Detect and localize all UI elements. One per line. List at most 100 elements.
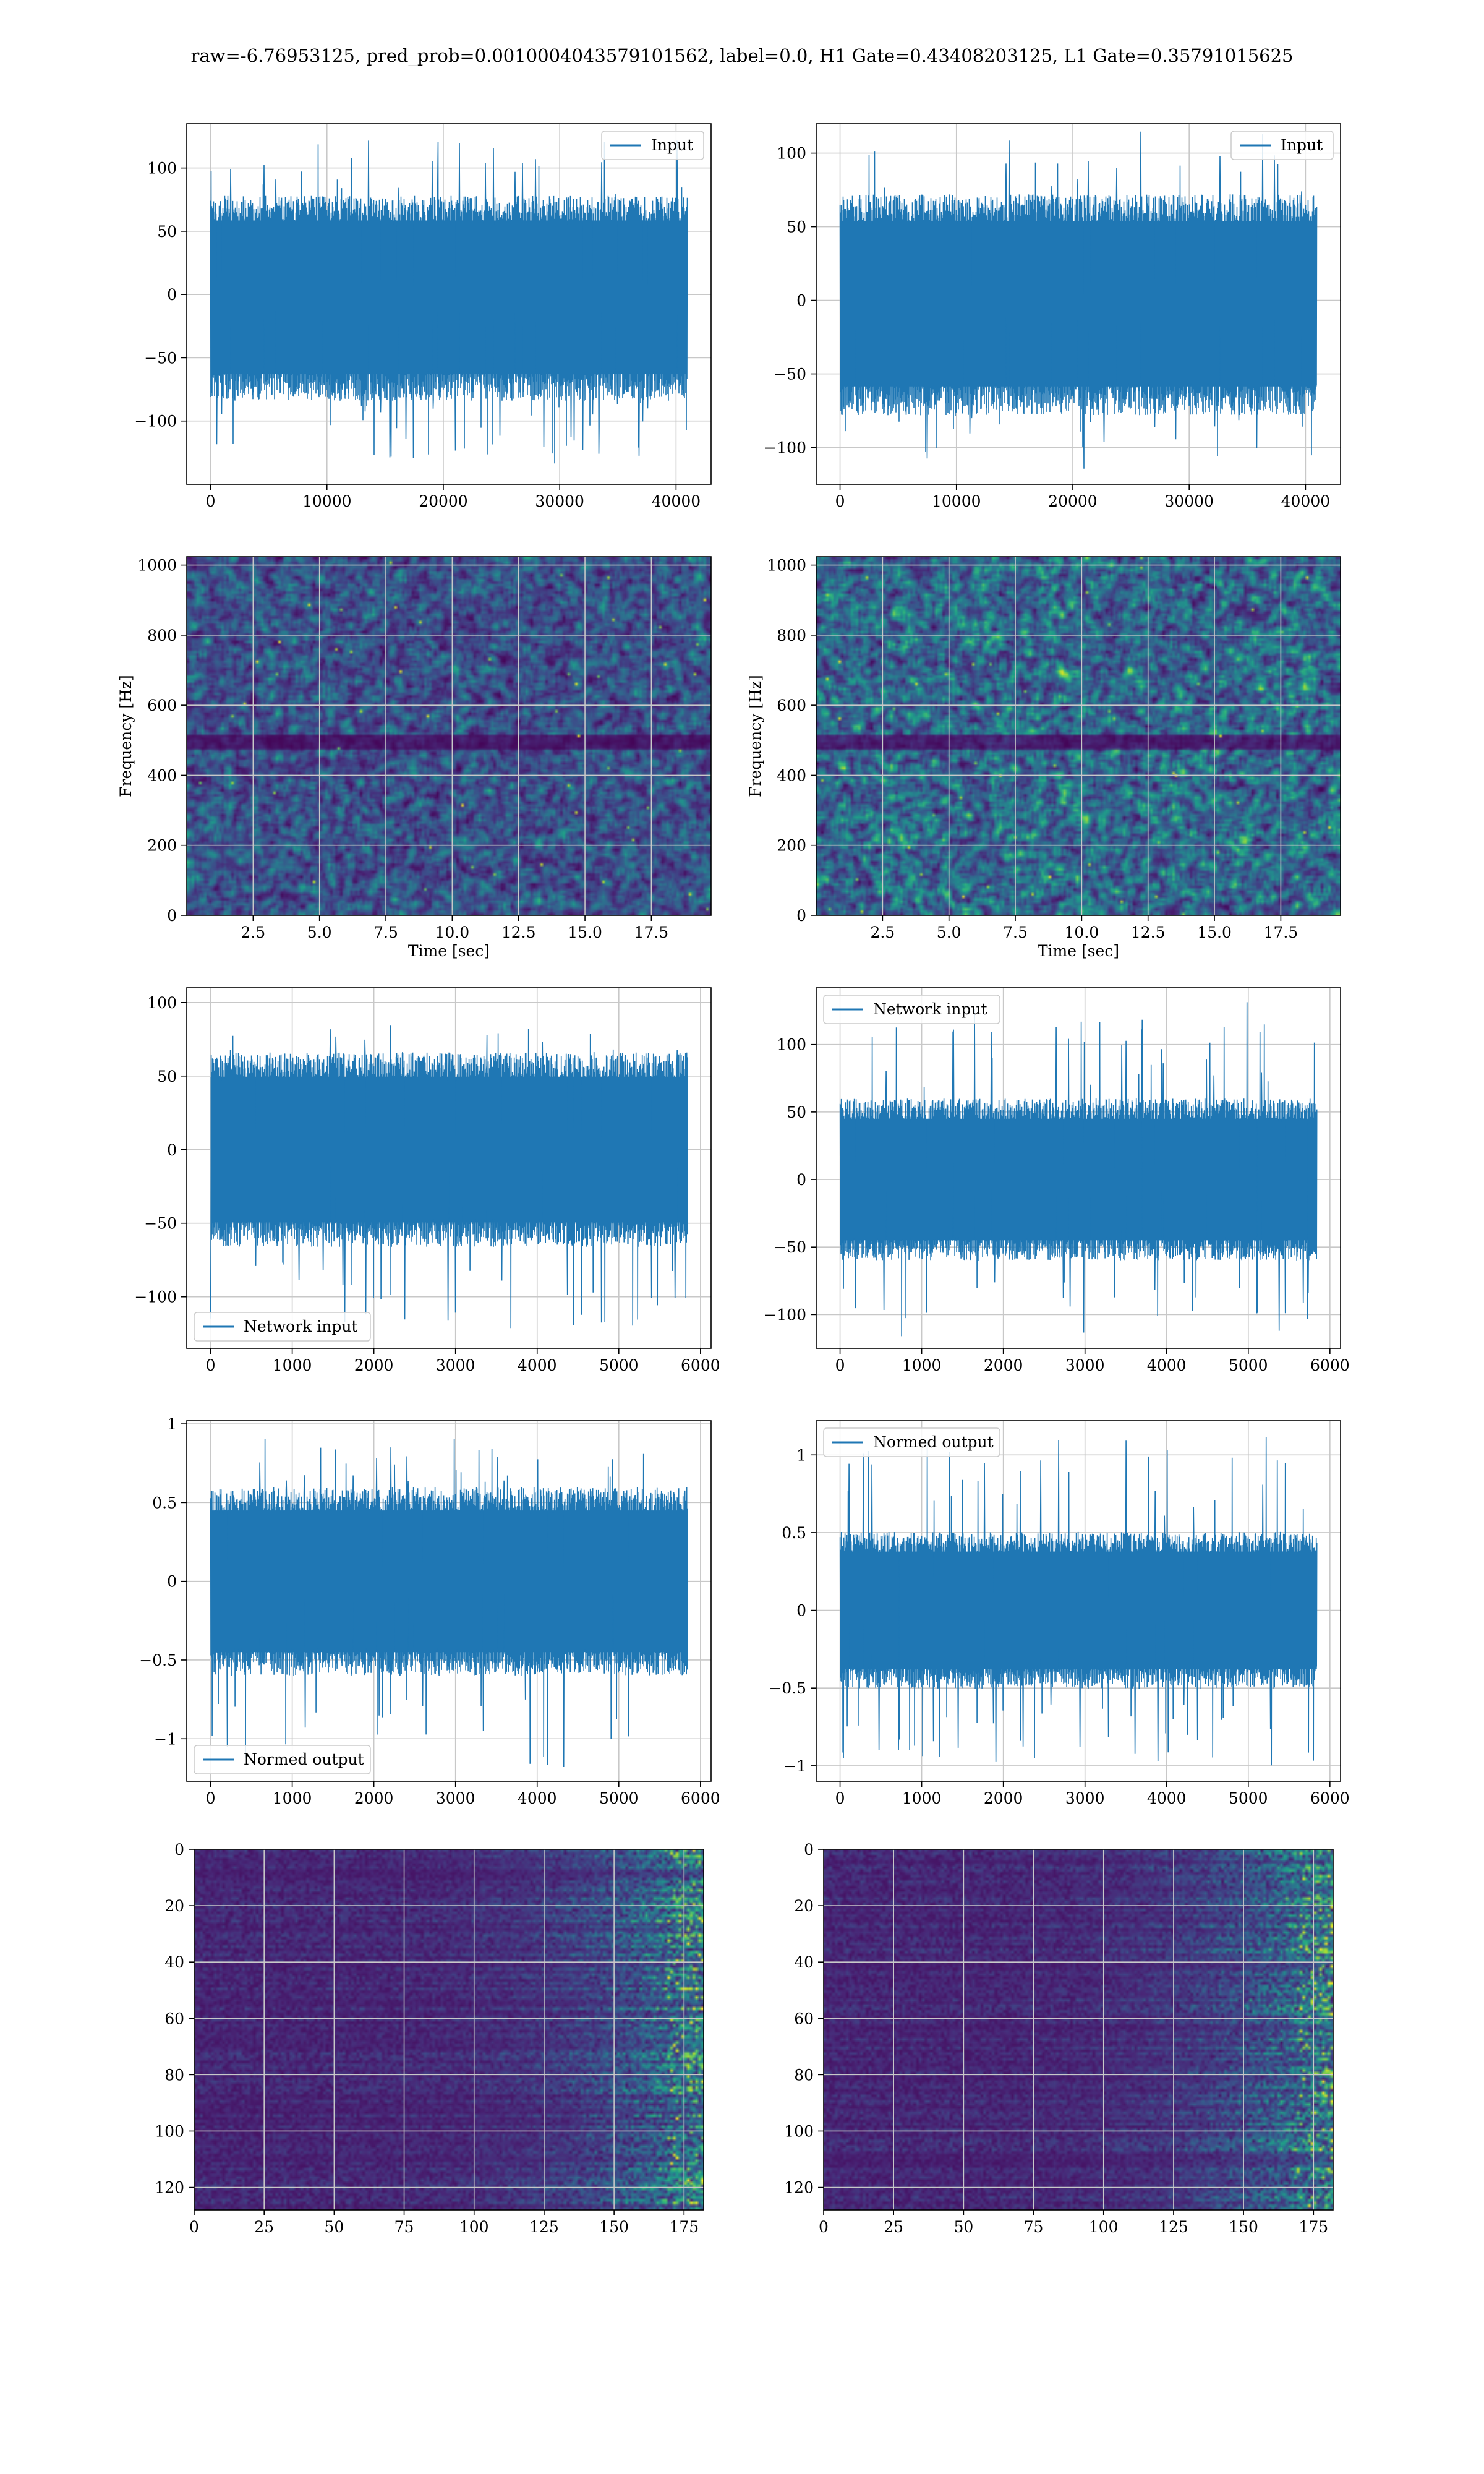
spectrogram-h1-xtick-label-3: 10.0 xyxy=(435,923,470,941)
spectrogram-h1-xtick-label-6: 17.5 xyxy=(634,923,669,941)
spectrogram-l1-xtick-label-3: 10.0 xyxy=(1065,923,1099,941)
feature-map-h1-frame xyxy=(194,1849,704,2211)
normed-output-l1-panel: 0 1000 2000 3000 4000 5000 6000 −1 −0.5 0 0.5 1 Norm… xyxy=(769,1420,1350,1807)
feature-map-h1-xtick-label-0: 0 xyxy=(189,2218,199,2236)
network-input-l1-legend-label: Network input xyxy=(873,1000,987,1018)
network-input-h1-series-line xyxy=(210,1025,688,1329)
network-input-l1-xtick-label-0: 0 xyxy=(835,1356,845,1374)
network-input-l1-legend-box xyxy=(823,995,1000,1024)
input-h1-frame xyxy=(186,123,712,485)
network-input-h1-ytick-label-1: −50 xyxy=(144,1215,177,1233)
spectrogram-h1-xtick-label-2: 7.5 xyxy=(373,923,398,941)
normed-output-h1-series-line xyxy=(210,1439,688,1768)
normed-output-h1-xtick-label-3: 3000 xyxy=(436,1789,475,1807)
normed-output-h1-ytick-label-2: 0 xyxy=(167,1573,177,1591)
normed-output-l1-legend: Normed output xyxy=(823,1427,1000,1457)
normed-output-l1-xtick-label-3: 3000 xyxy=(1065,1789,1105,1807)
normed-output-l1-series-line xyxy=(839,1437,1318,1766)
input-h1-series-line xyxy=(210,140,688,464)
network-input-h1-ytick-label-3: 50 xyxy=(157,1068,177,1085)
network-input-l1-panel: 0 1000 2000 3000 4000 5000 6000 −100 −50 0 50 100 Ne… xyxy=(764,987,1350,1374)
normed-output-l1-frame xyxy=(816,1420,1341,1782)
spectrogram-l1-panel: 2.5 5.0 7.5 10.0 12.5 15.0 17.5 0 200 400 600 800 10… xyxy=(746,556,1341,960)
spectrogram-h1-ytick-label-2: 400 xyxy=(147,766,177,784)
normed-output-l1-xtick-label-1: 1000 xyxy=(902,1789,942,1807)
network-input-h1-ytick-label-2: 0 xyxy=(167,1141,177,1159)
input-l1-xtick-label-2: 20000 xyxy=(1048,492,1098,510)
spectrogram-l1-xtick-label-0: 2.5 xyxy=(870,923,895,941)
normed-output-h1-xtick-label-1: 1000 xyxy=(273,1789,312,1807)
spectrogram-l1-xtick-label-5: 15.0 xyxy=(1197,923,1232,941)
feature-map-l1-ytick-label-6: 120 xyxy=(784,2179,814,2197)
feature-map-h1-xtick-label-3: 75 xyxy=(394,2218,414,2236)
normed-output-l1-legend-box xyxy=(823,1427,1000,1457)
input-l1-xtick-label-1: 10000 xyxy=(932,492,981,510)
normed-output-l1-ytick-label-0: −1 xyxy=(783,1757,806,1775)
network-input-h1-xtick-label-1: 1000 xyxy=(273,1356,312,1374)
input-h1-xtick-label-1: 10000 xyxy=(302,492,352,510)
network-input-h1-xtick-label-6: 6000 xyxy=(681,1356,720,1374)
feature-map-l1-ytick-label-3: 60 xyxy=(794,2010,814,2027)
normed-output-h1-ytick-label-3: 0.5 xyxy=(152,1494,177,1512)
input-h1-legend: Input xyxy=(601,131,704,160)
spectrogram-h1-image xyxy=(187,557,711,915)
figure-title: raw=-6.76953125, pred_prob=0.00100040435… xyxy=(191,45,1294,67)
spectrogram-l1-xtick-label-4: 12.5 xyxy=(1131,923,1166,941)
feature-map-h1-xtick-label-4: 100 xyxy=(459,2218,489,2236)
normed-output-l1-ytick-label-1: −0.5 xyxy=(769,1679,806,1697)
feature-map-l1-ytick-label-1: 20 xyxy=(794,1897,814,1915)
feature-map-l1-xtick-label-1: 25 xyxy=(884,2218,903,2236)
normed-output-l1-xtick-label-2: 2000 xyxy=(984,1789,1023,1807)
input-l1-xtick-label-0: 0 xyxy=(835,492,845,510)
spectrogram-l1-ytick-label-0: 0 xyxy=(796,907,806,925)
network-input-h1-legend-box xyxy=(194,1312,371,1342)
input-l1-series-line xyxy=(839,131,1318,469)
feature-map-l1-ytick-label-0: 0 xyxy=(804,1841,814,1859)
normed-output-h1-xtick-label-5: 5000 xyxy=(599,1789,639,1807)
input-l1-ytick-label-0: −100 xyxy=(764,439,806,457)
feature-map-h1-ytick-label-2: 40 xyxy=(164,1953,184,1971)
feature-map-l1-xtick-label-0: 0 xyxy=(819,2218,829,2236)
input-h1-legend-box xyxy=(601,131,704,160)
input-l1-ytick-label-4: 100 xyxy=(777,145,806,163)
input-h1-ytick-label-2: 0 xyxy=(167,286,177,304)
network-input-l1-legend: Network input xyxy=(823,995,1000,1024)
input-l1-frame xyxy=(816,123,1341,485)
input-h1-xtick-label-0: 0 xyxy=(206,492,216,510)
input-h1-xtick-label-2: 20000 xyxy=(419,492,468,510)
spectrogram-l1-ylabel: Frequency [Hz] xyxy=(746,675,764,797)
normed-output-h1-xtick-label-0: 0 xyxy=(206,1789,216,1807)
spectrogram-h1-xlabel: Time [sec] xyxy=(408,942,490,960)
input-l1-legend-label: Input xyxy=(1281,136,1323,154)
network-input-l1-xtick-label-6: 6000 xyxy=(1310,1356,1350,1374)
spectrogram-l1-ytick-label-3: 600 xyxy=(777,696,806,714)
spectrogram-h1-ylabel: Frequency [Hz] xyxy=(117,675,135,797)
network-input-h1-legend: Network input xyxy=(194,1312,371,1342)
network-input-l1-xtick-label-3: 3000 xyxy=(1065,1356,1105,1374)
input-l1-legend: Input xyxy=(1230,131,1334,160)
input-l1-ytick-label-1: −50 xyxy=(774,366,806,383)
feature-map-h1-ytick-label-0: 0 xyxy=(174,1841,184,1859)
input-h1-ytick-label-1: −50 xyxy=(144,349,177,367)
feature-map-l1-frame xyxy=(823,1849,1334,2211)
input-h1-ytick-label-3: 50 xyxy=(157,223,177,241)
normed-output-l1-xtick-label-4: 4000 xyxy=(1147,1789,1187,1807)
spectrogram-l1-xtick-label-2: 7.5 xyxy=(1003,923,1028,941)
normed-output-l1-ytick-label-2: 0 xyxy=(796,1602,806,1620)
network-input-h1-ytick-label-0: −100 xyxy=(134,1288,177,1306)
spectrogram-l1-xtick-label-6: 17.5 xyxy=(1264,923,1298,941)
network-input-l1-ytick-label-4: 100 xyxy=(777,1036,806,1054)
input-h1-panel: 0 10000 20000 30000 40000 −100 −50 0 50 100 Input xyxy=(134,123,712,510)
network-input-l1-frame xyxy=(816,987,1341,1349)
normed-output-h1-ytick-label-4: 1 xyxy=(167,1415,177,1433)
spectrogram-h1-xtick-label-5: 15.0 xyxy=(568,923,602,941)
spectrogram-l1-ytick-label-5: 1000 xyxy=(767,557,806,575)
feature-map-h1-ytick-label-4: 80 xyxy=(164,2066,184,2084)
normed-output-h1-xtick-label-2: 2000 xyxy=(354,1789,394,1807)
network-input-h1-legend-label: Network input xyxy=(244,1317,357,1335)
normed-output-l1-xtick-label-6: 6000 xyxy=(1310,1789,1350,1807)
input-l1-ytick-label-3: 50 xyxy=(787,218,806,236)
spectrogram-h1-ytick-label-0: 0 xyxy=(167,907,177,925)
feature-map-h1-image xyxy=(194,1849,704,2210)
